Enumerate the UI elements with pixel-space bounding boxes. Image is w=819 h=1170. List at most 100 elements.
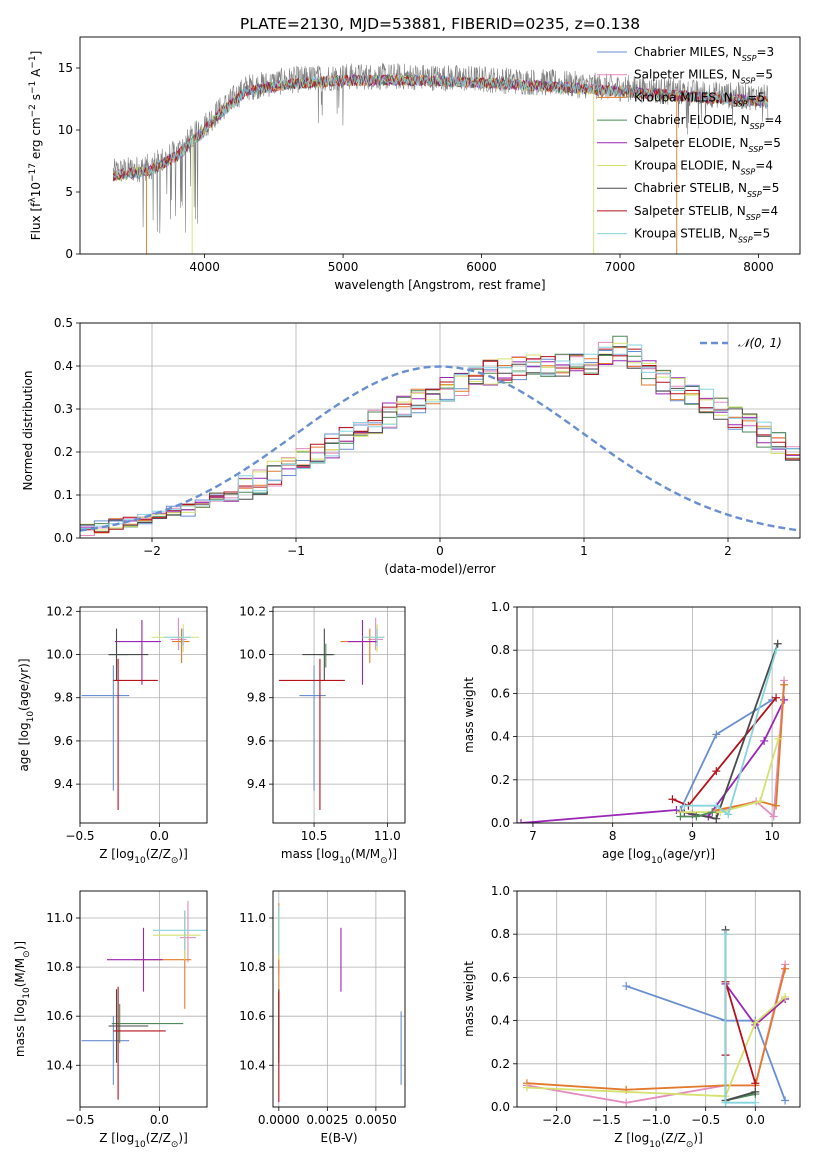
plot-area-mass-vs-EBV [278,903,402,1103]
y-tick-label: 9.4 [54,777,73,791]
weight-marker-salpeter_stelib [751,1079,760,1088]
legend-entry-chabrier_stelib: Chabrier STELIB, NSSP=5 [634,181,779,199]
histogram-salpeter_miles [80,341,800,536]
legend-entry-chabrier_miles: Chabrier MILES, NSSP=3 [634,45,774,63]
y-tick-label: 10.8 [46,960,73,974]
plot-area-spectrum [112,63,769,254]
y-tick-label: 0.4 [54,359,73,373]
weight-line-kroupa_miles [716,684,785,811]
y-tick-label: 0.0 [54,531,73,545]
y-tick-label: 0.2 [491,773,510,787]
panel-weight-vs-age: 7 8 9 10 0.0 0.2 0.4 0.6 0.8 1.0 age [log10(age/yr… [462,600,801,866]
x-tick-label: 8000 [743,260,774,274]
x-tick-label: 0.0025 [306,1113,348,1127]
weight-marker-salpeter_stelib [712,767,721,776]
weight-marker-kroupa_elodie [781,992,790,1001]
y-tick-label: 0.4 [491,730,510,744]
x-axis-label: wavelength [Angstrom, rest frame] [334,278,545,292]
weight-marker-salpeter_elodie [760,736,769,745]
weight-marker-chabrier_elodie [708,808,717,817]
y-tick-label: 0 [65,247,73,261]
weight-marker-chabrier_stelib [773,639,782,648]
weight-marker-chabrier_elodie [692,812,701,821]
weight-marker-kroupa_stelib [751,1098,760,1107]
axes-frame [79,322,801,539]
panel-spectrum: 4000 5000 6000 7000 8000 0 5 10 15 wavelength [An… [28,36,801,292]
y-tick-label: 10.0 [239,648,266,662]
observed-spectrum [112,63,769,234]
y-axis-label: mass [log10(M/M⊙)] [13,941,32,1057]
y-tick-label: 1.0 [491,600,510,614]
y-tick-label: 10.4 [46,1058,73,1072]
panel-residuals: −2 −1 0 1 2 0.0 0.1 0.2 0.3 0.4 0.5 (data-model)/er… [21,316,801,576]
x-axis-label: E(B-V) [320,1131,357,1145]
y-tick-label: 0.2 [491,1057,510,1071]
plot-area-weight-vs-age [517,639,789,823]
x-tick-label: 5000 [328,260,359,274]
y-tick-label: 10.2 [239,604,266,618]
x-tick-label: 0.0000 [258,1113,300,1127]
y-axis-label: mass weight [462,961,476,1037]
legend-entry-salpeter_stelib: Salpeter STELIB, NSSP=4 [634,204,778,222]
weight-marker-chabrier_stelib [712,814,721,823]
weight-marker-kroupa_miles [781,964,790,973]
weight-line-chabrier_miles [625,985,786,1101]
weight-marker-kroupa_stelib [721,1098,730,1107]
weight-marker-kroupa_elodie [774,734,783,743]
plot-area-age-vs-mass [278,617,385,811]
x-tick-label: 0.0050 [355,1113,397,1127]
y-tick-label: 11.0 [46,911,73,925]
plot-area-age-vs-Z [81,617,200,811]
axes-frame [516,890,801,1108]
x-tick-label: 7000 [605,260,636,274]
panel-age-vs-Z: −0.5 0.0 9.4 9.6 9.8 10.0 10.2 Z [log10(Z/Z⊙)] a… [17,604,208,866]
plot-area-mass-vs-Z [81,900,207,1100]
legend-entry-salpeter_elodie: Salpeter ELODIE, NSSP=5 [634,136,781,154]
x-tick-label: 6000 [466,260,497,274]
x-axis-label: age [log10(age/yr)] [602,847,715,866]
axes-frame [79,36,801,255]
y-tick-label: 0.1 [54,488,73,502]
weight-marker-salpeter_miles [622,1098,631,1107]
x-tick-label: −0.5 [65,829,94,843]
x-tick-label: 0.0 [150,829,169,843]
weight-line-kroupa_elodie [680,738,780,814]
y-tick-label: 9.8 [247,691,266,705]
normal-curve [80,365,800,532]
x-tick-label: −1 [287,544,305,558]
y-tick-label: 10 [58,123,73,137]
weight-marker-kroupa_stelib [724,810,733,819]
x-tick-label: −1.5 [592,1113,621,1127]
x-tick-label: −0.5 [691,1113,720,1127]
panel-weight-vs-Z: −2.0 −1.5 −1.0 −0.5 0.0 0.0 0.2 0.4 0.6 0.8 1.0 Z [… [462,884,801,1150]
weight-marker-kroupa_stelib [680,801,689,810]
weight-marker-chabrier_elodie [676,812,685,821]
panel-age-vs-mass: 10.5 11.0 9.4 9.6 9.8 10.0 10.2 mass [log10(M/M… [239,604,406,866]
x-tick-label: 4000 [189,260,220,274]
x-tick-label: 7 [529,829,537,843]
legend-entry-kroupa_stelib: Kroupa STELIB, NSSP=5 [634,227,770,245]
x-tick-label: 0.0 [150,1113,169,1127]
legend-entry-normal: 𝒩(0, 1) [738,336,782,350]
axes-frame [79,606,208,824]
x-tick-label: 0.0 [746,1113,765,1127]
axes-frame [272,606,406,824]
y-tick-label: 9.6 [247,734,266,748]
weight-marker-kroupa_stelib [721,930,730,939]
y-tick-label: 0.2 [54,445,73,459]
x-tick-label: 8 [609,829,617,843]
y-tick-label: 0.6 [491,970,510,984]
y-tick-label: 0.0 [491,1100,510,1114]
legend-entry-salpeter_miles: Salpeter MILES, NSSP=5 [634,68,773,86]
x-tick-label: 10 [764,829,779,843]
panel-mass-vs-Z: −0.5 0.0 10.4 10.6 10.8 11.0 Z [log10(Z/Z⊙)] ma… [13,890,208,1150]
weight-marker-kroupa_stelib [772,646,781,655]
x-axis-label: Z [log10(Z/Z⊙)] [99,847,188,866]
legend-entry-chabrier_elodie: Chabrier ELODIE, NSSP=4 [634,113,782,131]
y-tick-label: 10.8 [239,960,266,974]
y-axis-label: Flux [fλ10−17 erg cm−2 s−1 A−1] [28,51,43,241]
y-axis-label: Normed distribution [21,371,35,491]
x-tick-label: −2.0 [542,1113,571,1127]
legend-entry-kroupa_elodie: Kroupa ELODIE, NSSP=4 [634,159,773,177]
